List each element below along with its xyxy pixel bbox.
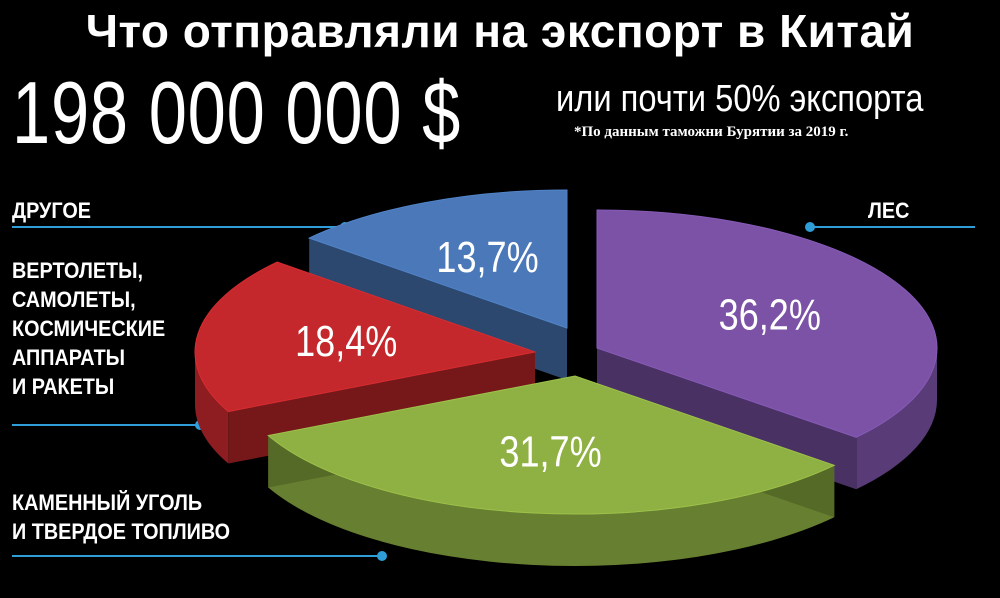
slice-other: 13,7% — [307, 189, 568, 380]
slice-top-forest — [596, 209, 938, 438]
export-share-subtitle: или почти 50% экспорта — [556, 78, 924, 120]
slice-top-aircraft — [194, 261, 537, 413]
label-coal: КАМЕННЫЙ УГОЛЬ И ТВЕРДОЕ ТОПЛИВО — [12, 490, 231, 544]
slice-side-forest — [856, 348, 937, 490]
slice-coal: 31,7% — [267, 375, 836, 566]
slice-side-aircraft — [195, 352, 229, 464]
source-note: *По данным таможни Бурятии за 2019 г. — [574, 124, 849, 140]
leader-forest-dot — [805, 222, 815, 232]
leader-coal-dot — [377, 551, 387, 561]
value-label-other: 13,7% — [436, 232, 538, 281]
value-label-aircraft: 18,4% — [295, 316, 397, 365]
label-forest: ЛЕС — [868, 198, 910, 223]
slice-top-coal — [267, 375, 836, 515]
page-title: Что отправляли на экспорт в Китай — [85, 5, 915, 57]
label-other: ДРУГОЕ — [12, 198, 91, 223]
value-label-coal: 31,7% — [499, 427, 601, 476]
value-label-forest: 36,2% — [719, 290, 821, 339]
slice-side-coal — [268, 435, 835, 566]
total-amount: 198 000 000 $ — [12, 63, 462, 162]
slice-aircraft: 18,4% — [194, 261, 537, 464]
slice-top-other — [307, 189, 568, 329]
label-aircraft: ВЕРТОЛЕТЫ, САМОЛЕТЫ, КОСМИЧЕСКИЕ АППАРАТ… — [12, 258, 166, 399]
